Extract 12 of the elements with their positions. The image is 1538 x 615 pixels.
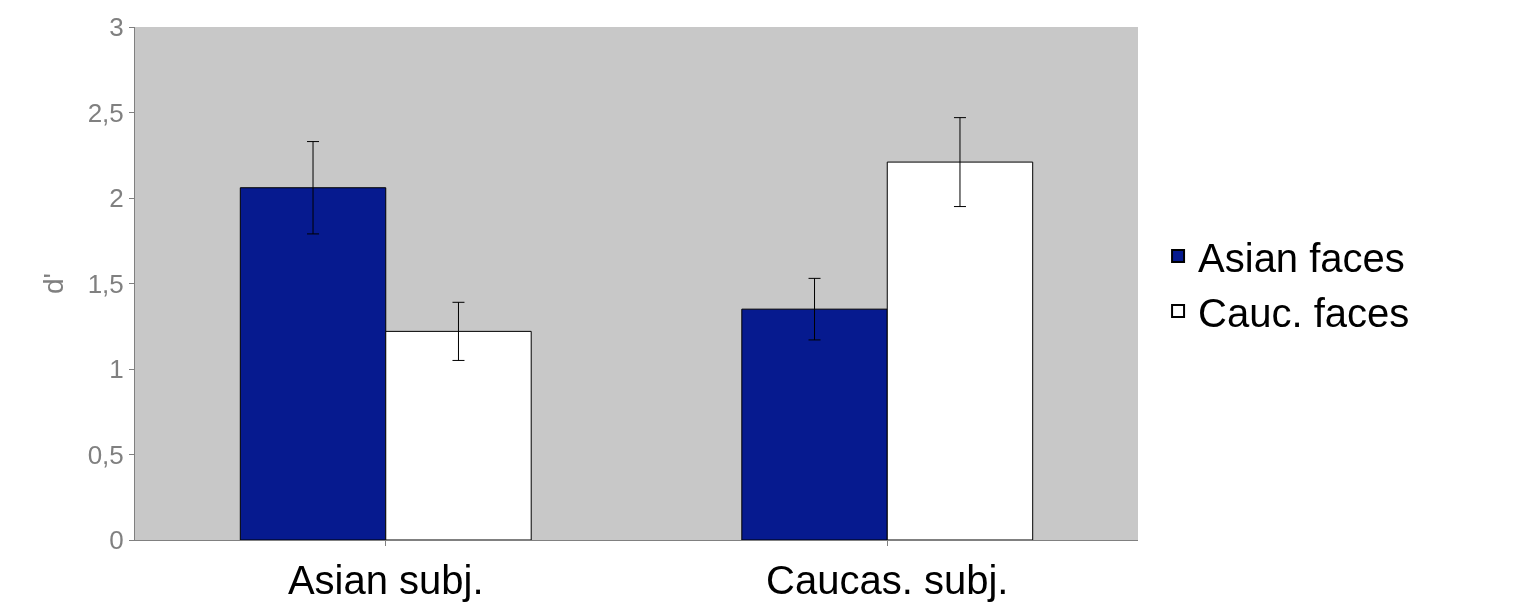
x-tick-label: Asian subj. [287,558,484,602]
legend-label: Asian faces [1198,235,1405,280]
y-tick-label: 2,5 [87,97,124,128]
y-tick-label: 1 [109,354,124,385]
legend-label: Cauc. faces [1198,290,1410,335]
y-tick-label: 1,5 [87,268,124,299]
y-axis-title: d' [38,273,70,294]
y-tick-label: 0 [109,525,124,556]
y-tick-label: 2 [109,183,124,214]
y-tick-label: 0,5 [87,439,124,470]
x-tick-label: Caucas. subj. [766,558,1009,602]
y-tick-label: 3 [109,12,124,43]
